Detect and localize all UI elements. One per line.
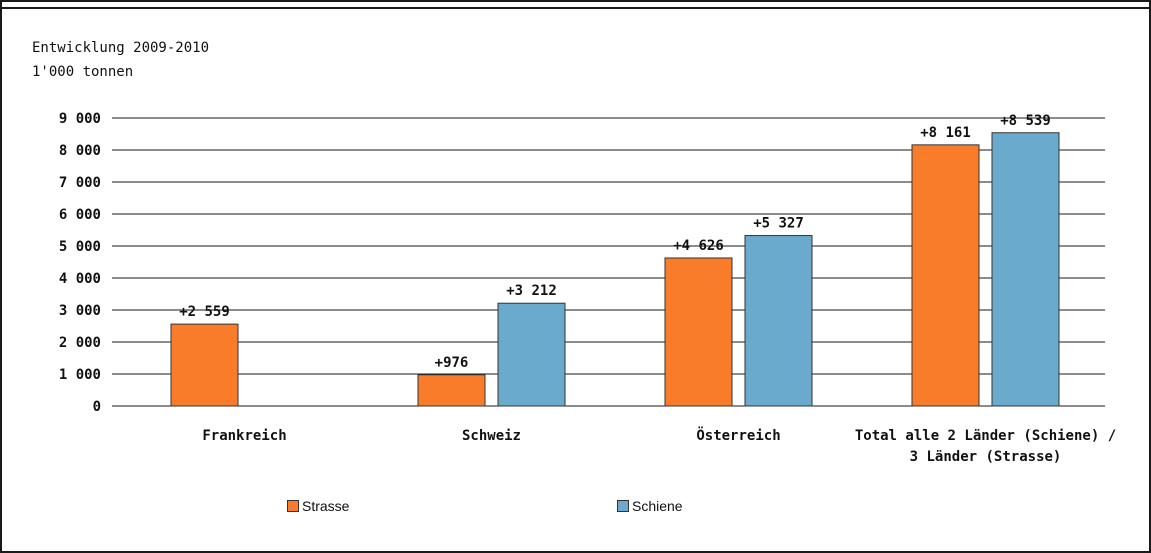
- chart-unit: 1'000 tonnen: [32, 64, 134, 80]
- bar-strasse: [170, 323, 239, 407]
- data-label: +976: [435, 355, 469, 371]
- data-label: +5 327: [753, 216, 804, 232]
- legend-swatch: [617, 500, 629, 512]
- data-label: +3 212: [506, 283, 557, 299]
- legend-swatch: [287, 500, 299, 512]
- y-tick-label: 1 000: [59, 367, 101, 383]
- bar-schiene: [497, 302, 566, 407]
- x-tick-label: Total alle 2 Länder (Schiene) /: [855, 428, 1116, 444]
- data-label: +8 539: [1000, 113, 1051, 129]
- x-tick-label: 3 Länder (Strasse): [910, 449, 1062, 465]
- legend-label: Strasse: [302, 498, 350, 514]
- legend-label: Schiene: [632, 498, 683, 514]
- chart-legend: Strasse Schiene: [0, 498, 1151, 518]
- legend-item-schiene: Schiene: [617, 498, 683, 514]
- y-tick-label: 5 000: [59, 239, 101, 255]
- bar-schiene: [744, 235, 813, 407]
- data-label: +4 626: [673, 238, 724, 254]
- y-tick-label: 4 000: [59, 271, 101, 287]
- y-tick-label: 2 000: [59, 335, 101, 351]
- bar-strasse: [417, 374, 486, 407]
- x-tick-label: Frankreich: [202, 428, 286, 444]
- data-label: +8 161: [920, 125, 971, 141]
- legend-item-strasse: Strasse: [287, 498, 349, 514]
- y-tick-label: 7 000: [59, 175, 101, 191]
- y-tick-label: 9 000: [59, 111, 101, 127]
- y-tick-label: 0: [93, 399, 101, 415]
- x-tick-label: Schweiz: [462, 428, 521, 444]
- y-tick-label: 8 000: [59, 143, 101, 159]
- bar-strasse: [664, 257, 733, 407]
- y-tick-label: 6 000: [59, 207, 101, 223]
- data-label: +2 559: [179, 304, 230, 320]
- y-tick-label: 3 000: [59, 303, 101, 319]
- x-tick-label: Österreich: [696, 426, 780, 444]
- bar-schiene: [991, 132, 1060, 407]
- bar-strasse: [911, 144, 980, 407]
- chart-subtitle: Entwicklung 2009-2010: [32, 40, 210, 56]
